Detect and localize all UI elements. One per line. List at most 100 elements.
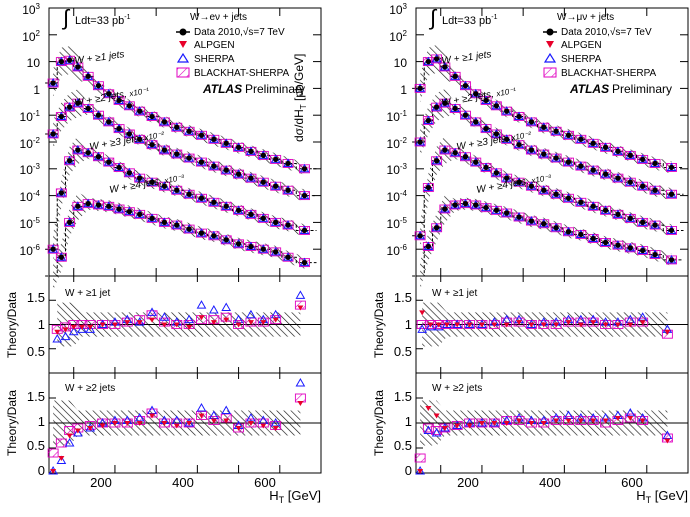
ratio-alpgen-marker — [186, 324, 193, 330]
xtick-label: 200 — [90, 475, 112, 490]
data-point — [668, 257, 675, 263]
ratio-alpgen-marker — [272, 426, 279, 431]
legend-sherpa-marker — [543, 52, 557, 63]
data-point — [425, 184, 431, 191]
data-point — [627, 215, 633, 221]
ratio-alpgen-marker — [503, 421, 510, 426]
data-point — [260, 215, 266, 221]
data-point — [417, 85, 423, 91]
ratio-alpgen-marker — [247, 421, 254, 426]
ratio-alpgen-marker — [260, 423, 267, 429]
ytick-label: 1.5 — [27, 290, 45, 305]
data-point — [462, 201, 469, 207]
ratio-alpgen-marker — [70, 324, 77, 330]
data-point — [504, 108, 510, 114]
data-point — [95, 154, 102, 160]
data-point — [67, 158, 73, 164]
data-point — [75, 100, 81, 106]
ratio-alpgen-marker — [590, 418, 597, 424]
data-point — [106, 203, 112, 209]
data-point — [186, 128, 192, 134]
data-point — [106, 159, 112, 165]
ytick-label: 0.5 — [27, 438, 45, 453]
ratio-alpgen-marker — [553, 418, 560, 424]
ytick-label: 1 — [33, 83, 40, 97]
atlas-label: ATLAS — [202, 82, 242, 96]
ratio-sherpa-marker — [417, 324, 428, 333]
data-point — [273, 219, 279, 225]
ratio-alpgen-marker — [210, 320, 217, 326]
data-point — [627, 152, 633, 158]
data-point — [301, 260, 308, 266]
ytick-label: 1.5 — [394, 290, 412, 305]
ratio-sherpa-marker — [77, 324, 87, 333]
ratio-alpgen-marker — [627, 322, 634, 328]
data-point — [285, 160, 291, 167]
ratio-blackhat-marker — [55, 438, 67, 448]
ratio-ytick-labels: 1.5 1 0.5 1.5 1 0.5 0 — [27, 290, 45, 478]
ratio-alpgen-marker — [136, 421, 143, 426]
data-point — [211, 199, 217, 205]
data-point — [516, 113, 522, 120]
ytick-label: 0.5 — [27, 344, 45, 359]
ratio-alpgen-marker — [173, 423, 180, 429]
ytick-label: 10-4 — [387, 189, 408, 204]
ratio-alpgen-marker — [454, 322, 461, 328]
ratio-alpgen-marker — [614, 416, 621, 421]
ratio-alpgen-marker — [66, 433, 73, 439]
ratio-sherpa-marker — [72, 427, 83, 437]
curve-label-1: W + ≥1 jets — [441, 49, 492, 67]
ratio-alpgen-marker — [58, 456, 65, 461]
ratio-sherpa-marker — [56, 455, 67, 464]
data-point — [602, 171, 609, 177]
data-point — [553, 155, 559, 161]
ratio-alpgen-marker — [235, 426, 242, 431]
luminosity-label: Ldt=33 pb-1 — [442, 14, 498, 27]
ratio-sherpa-marker — [52, 334, 63, 343]
ytick-label: 103 — [22, 2, 40, 17]
series-line — [45, 59, 317, 170]
ratio-alpgen-marker — [602, 322, 609, 328]
data-point — [434, 158, 440, 164]
ytick-label: 1 — [405, 317, 412, 332]
ratio-sherpa-marker — [246, 309, 256, 319]
ratio-sherpa-marker — [60, 331, 71, 341]
series-line — [412, 203, 684, 277]
ratio-alpgen-marker — [87, 324, 94, 330]
data-point — [161, 147, 167, 153]
data-point — [186, 155, 192, 161]
data-point — [301, 166, 308, 172]
panel-muon: dσ/dHT [pb/GeV] Theory/Data Theory/Data … — [292, 2, 689, 505]
data-point — [248, 211, 254, 217]
ratio-alpgen-marker — [247, 320, 254, 326]
ytick-label: 1.5 — [394, 389, 412, 404]
data-point — [565, 195, 572, 201]
ytick-label: 1 — [38, 317, 45, 332]
data-point — [174, 187, 180, 193]
data-point — [137, 175, 143, 181]
xlabel: HT [GeV] — [636, 488, 688, 505]
ratio2-label: W + ≥2 jets — [65, 383, 115, 394]
ratio-alpgen-marker — [111, 322, 118, 328]
data-point — [95, 83, 102, 89]
ratio-sherpa-marker — [295, 290, 306, 299]
data-point — [652, 160, 658, 167]
ratio-alpgen-marker — [173, 322, 180, 328]
legend-alpgen-label: ALPGEN — [561, 40, 602, 51]
luminosity-label: Ldt=33 pb-1 — [75, 14, 131, 27]
xtick-label: 400 — [539, 475, 561, 490]
data-point — [58, 254, 64, 260]
data-point — [668, 164, 675, 171]
data-point — [578, 136, 584, 142]
ytick-label: 102 — [22, 29, 40, 44]
ratio-alpgen-marker — [602, 418, 609, 424]
data-point — [565, 229, 572, 235]
ratio-alpgen-marker — [427, 322, 434, 328]
ratio-sherpa-marker — [196, 402, 207, 412]
data-point — [285, 254, 291, 260]
data-point — [67, 219, 73, 225]
preliminary-label: Preliminary — [612, 82, 672, 96]
ylabel-main: dσ/dHT [pb/GeV] — [292, 54, 308, 142]
data-point — [528, 119, 534, 125]
data-point — [590, 167, 596, 173]
